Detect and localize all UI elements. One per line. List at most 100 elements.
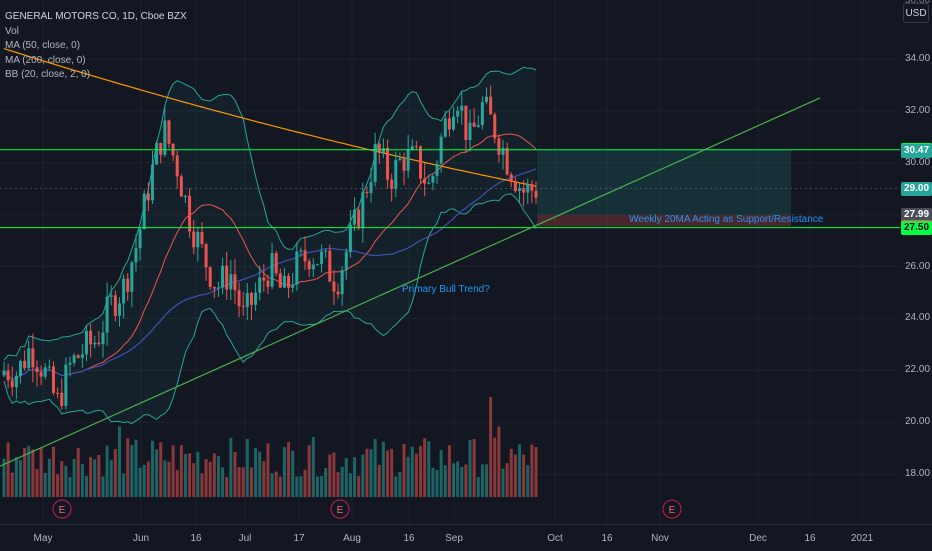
- legend-ma50[interactable]: MA (50, close, 0): [5, 40, 81, 52]
- candle: [509, 172, 513, 188]
- candle: [526, 178, 530, 205]
- volume-bar: [452, 463, 456, 497]
- symbol-title[interactable]: GENERAL MOTORS CO, 1D, Cboe BZX: [5, 11, 187, 22]
- candle-body: [489, 96, 493, 115]
- candle: [340, 266, 344, 306]
- candle: [505, 142, 509, 176]
- volume-bar: [381, 441, 385, 497]
- time-label: May: [33, 533, 53, 544]
- volume-bar: [93, 459, 97, 497]
- annotation-support[interactable]: Weekly 20MA Acting as Support/Resistance: [629, 214, 824, 225]
- time-label: Jul: [238, 533, 252, 544]
- candle-body: [320, 251, 324, 265]
- candle-body: [381, 148, 385, 153]
- candle: [307, 258, 311, 277]
- candle: [287, 273, 291, 299]
- volume-bar: [105, 445, 109, 497]
- annotation-bull-trend[interactable]: Primary Bull Trend?: [402, 284, 490, 295]
- candle-body: [282, 275, 286, 288]
- candle: [270, 242, 274, 290]
- volume-bar: [497, 426, 501, 497]
- candle-body: [175, 155, 179, 177]
- candle-body: [410, 146, 414, 150]
- volume-bar: [291, 450, 295, 497]
- volume-bar: [311, 437, 315, 497]
- volume-bar: [130, 445, 134, 497]
- candle-body: [204, 244, 208, 268]
- candle: [373, 132, 377, 187]
- candle: [68, 356, 72, 377]
- candle-body: [142, 193, 146, 230]
- candle-body: [299, 250, 303, 252]
- bb-fill: [4, 67, 536, 424]
- candle: [225, 251, 229, 300]
- candle-body: [221, 265, 225, 288]
- volume-bar: [233, 452, 237, 497]
- volume-bar: [27, 445, 31, 497]
- earnings-marker[interactable]: E: [662, 499, 682, 519]
- candle: [51, 361, 55, 396]
- price-label: 30.00: [905, 156, 931, 168]
- volume-bar: [122, 473, 126, 497]
- time-label: 16: [601, 533, 613, 544]
- candle-body: [369, 182, 373, 194]
- price-label: 32.00: [905, 104, 931, 116]
- volume-bar: [31, 449, 35, 497]
- earnings-marker[interactable]: E: [330, 499, 350, 519]
- candle: [369, 167, 373, 203]
- candle-body: [394, 159, 398, 189]
- candle: [175, 150, 179, 189]
- candle-body: [27, 348, 31, 369]
- volume-bar: [282, 447, 286, 497]
- candle: [414, 140, 418, 151]
- currency-button[interactable]: USD: [903, 3, 929, 23]
- candle-body: [303, 250, 307, 262]
- candle-body: [357, 209, 361, 228]
- candle: [274, 250, 278, 277]
- volume-bar: [518, 444, 522, 497]
- volume-bar: [344, 458, 348, 497]
- legend-bb[interactable]: BB (20, close, 2, 0): [5, 69, 91, 81]
- candle-body: [291, 284, 295, 288]
- legend-ma200[interactable]: MA (200, close, 0): [5, 54, 86, 66]
- candle: [447, 110, 451, 137]
- candle: [493, 112, 497, 144]
- volume-bar: [332, 452, 336, 497]
- volume-bar: [39, 447, 43, 497]
- volume-bar: [307, 445, 311, 497]
- candle-body: [344, 251, 348, 270]
- volume-bar: [406, 456, 410, 497]
- candle-body: [225, 265, 229, 290]
- volume-bar: [468, 440, 472, 497]
- chart-grid: [0, 0, 900, 524]
- volume-bar: [270, 473, 274, 497]
- price-scale[interactable]: [900, 0, 932, 524]
- candle: [47, 359, 51, 372]
- candle-body: [126, 278, 130, 292]
- volume-bar: [212, 453, 216, 497]
- volume-bar: [522, 454, 526, 497]
- candle: [6, 363, 10, 389]
- legend-vol[interactable]: Vol: [5, 25, 19, 37]
- candle: [27, 340, 31, 371]
- candle: [89, 324, 93, 358]
- candle-body: [452, 116, 456, 130]
- earnings-marker[interactable]: E: [52, 499, 72, 519]
- candle: [299, 247, 303, 257]
- candle: [357, 206, 361, 231]
- candle: [348, 209, 352, 258]
- earnings-label: E: [59, 505, 66, 516]
- trend-line: [0, 97, 821, 467]
- volume-bar: [299, 476, 303, 497]
- candle: [419, 145, 423, 185]
- volume-bar: [146, 461, 150, 497]
- candle-body: [435, 163, 439, 176]
- candle-body: [18, 360, 22, 376]
- volume-bar: [262, 461, 266, 497]
- volume-bar: [188, 453, 192, 497]
- volume-bar: [89, 457, 93, 497]
- time-scale[interactable]: [0, 524, 932, 551]
- candle-body: [163, 120, 167, 155]
- candle: [406, 134, 410, 178]
